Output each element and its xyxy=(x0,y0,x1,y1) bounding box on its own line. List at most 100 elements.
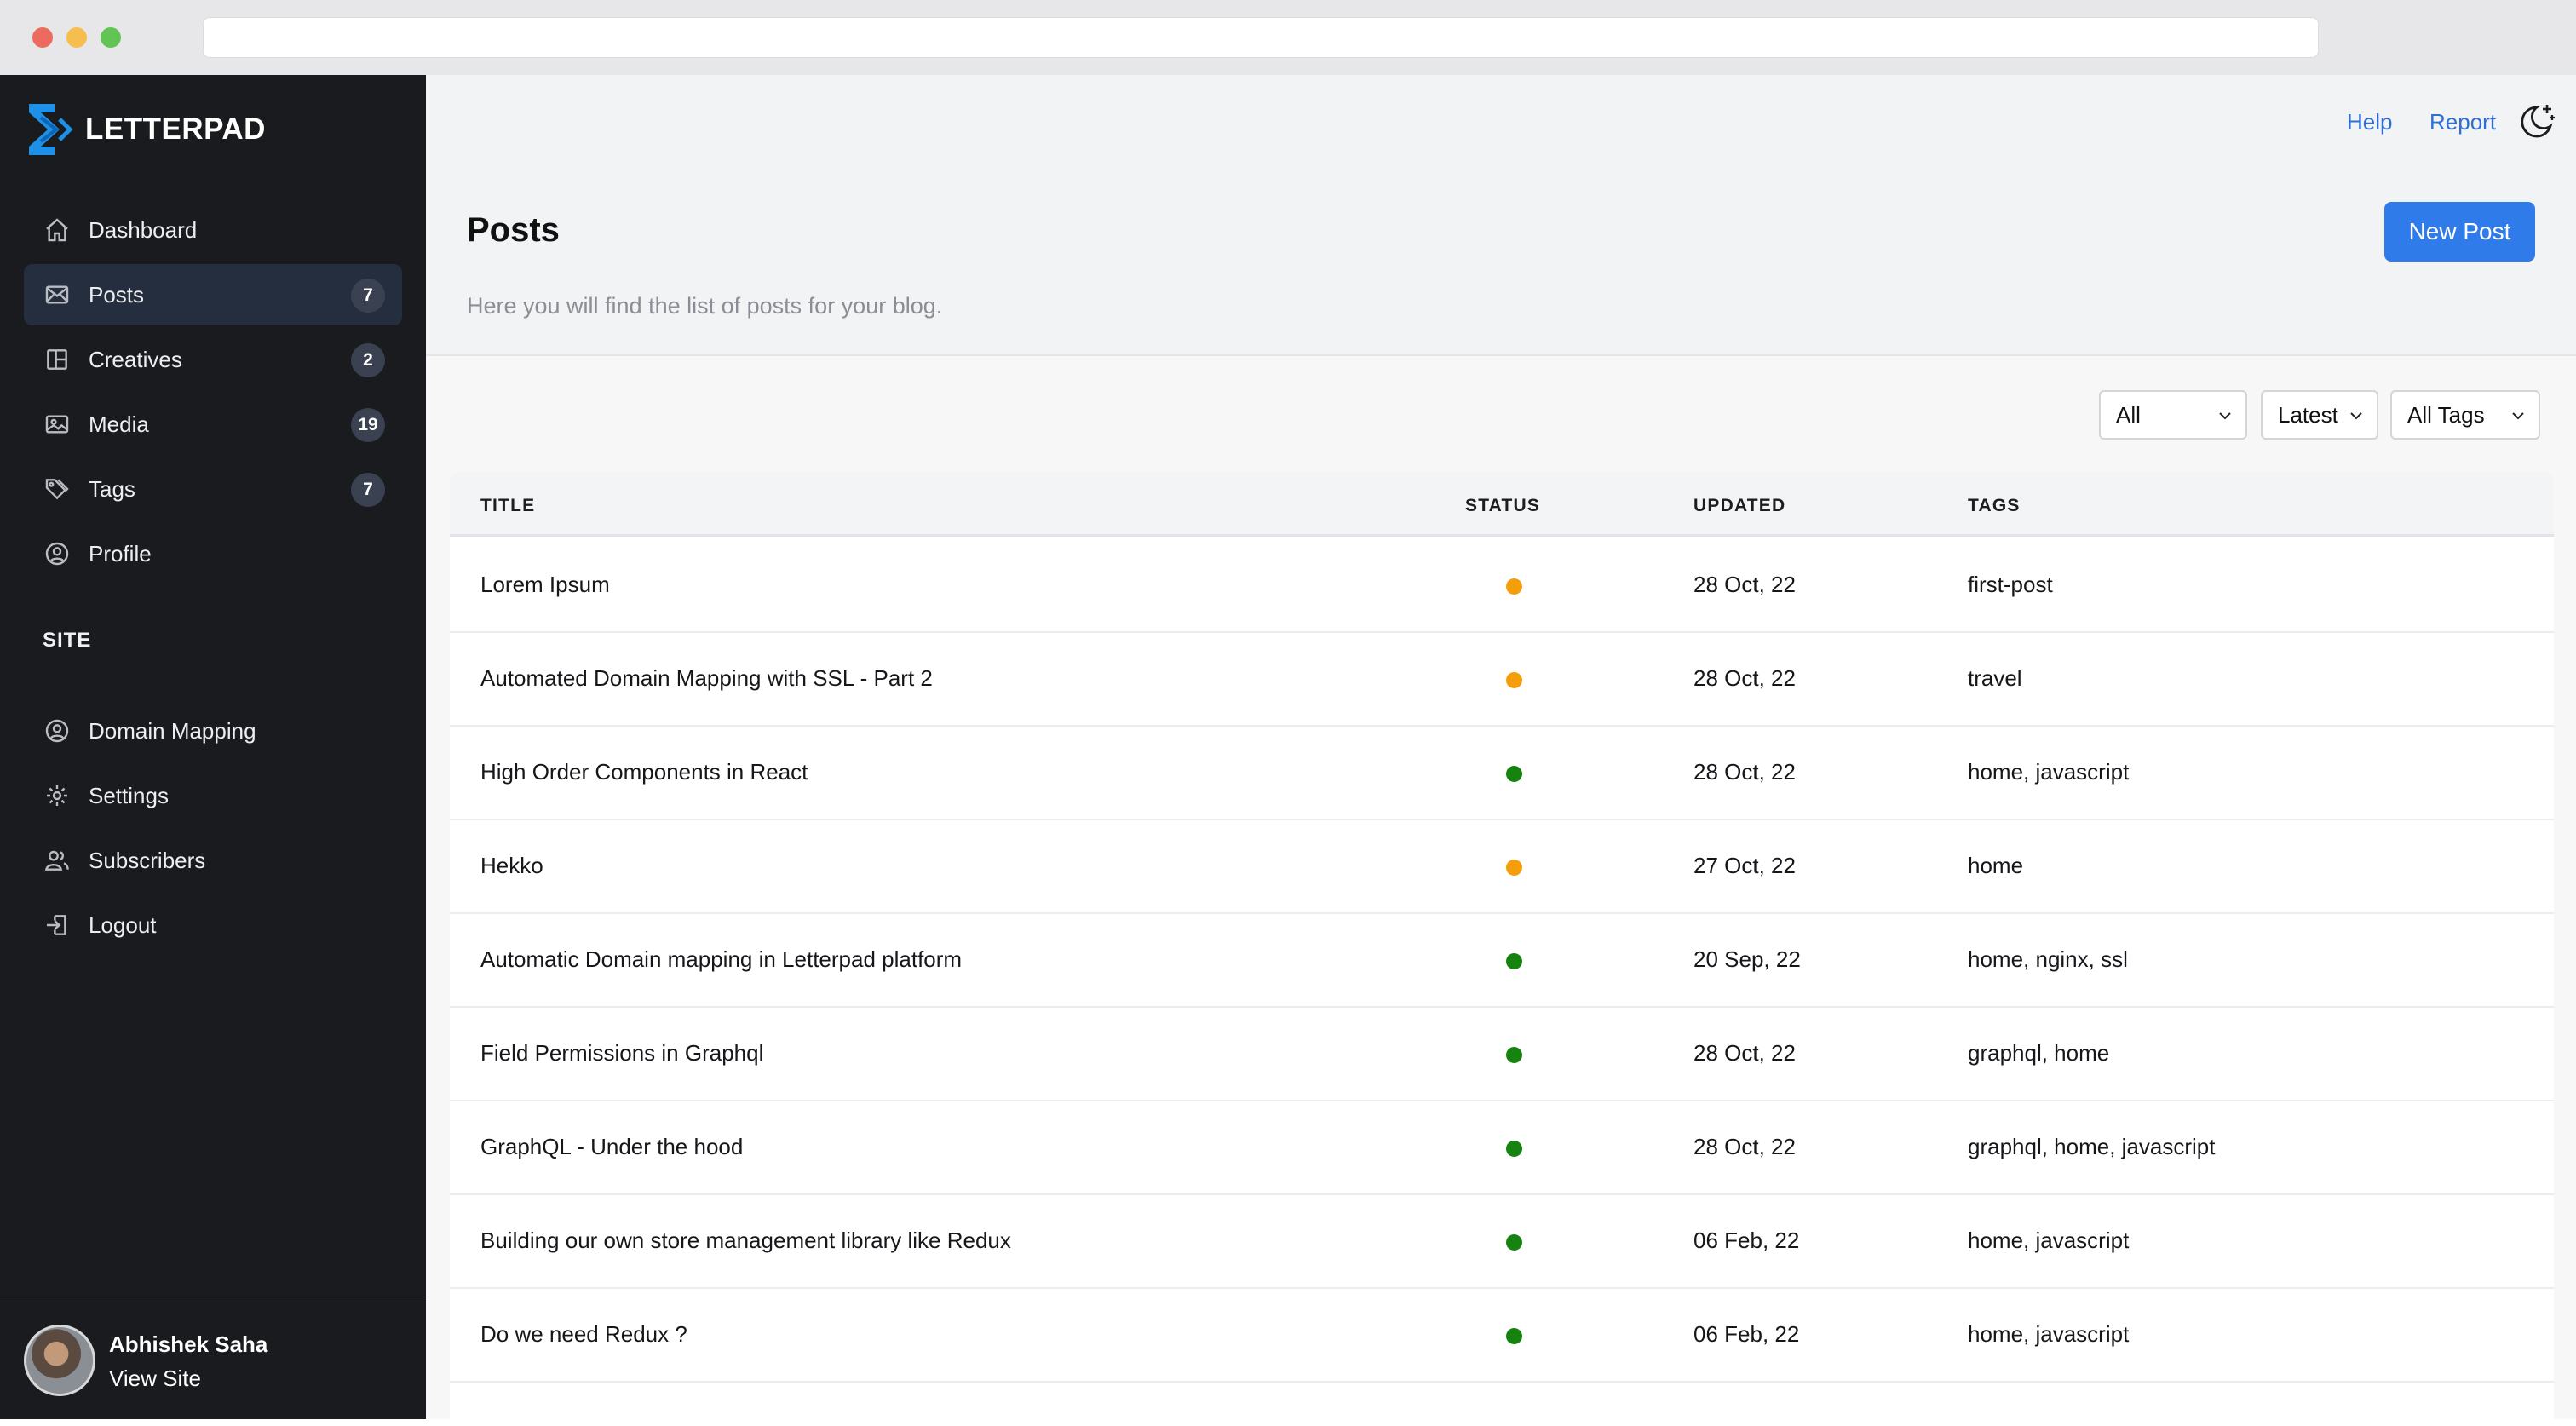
post-title[interactable]: High Order Components in React xyxy=(480,759,808,785)
logout-icon xyxy=(43,911,72,940)
report-link[interactable]: Report xyxy=(2429,109,2497,135)
post-title[interactable]: Hekko xyxy=(480,853,543,878)
status-draft-indicator xyxy=(1506,860,1522,876)
post-title[interactable]: Field Permissions in Graphql xyxy=(480,1040,764,1066)
post-title[interactable]: GraphQL - Under the hood xyxy=(480,1134,744,1159)
column-header-status[interactable]: STATUS xyxy=(1465,496,1541,515)
browser-chrome xyxy=(0,0,2576,75)
status-published-indicator xyxy=(1506,1141,1522,1157)
column-header-updated[interactable]: UPDATED xyxy=(1693,496,1786,515)
window-maximize-button[interactable] xyxy=(101,27,121,48)
mail-icon xyxy=(43,280,72,309)
chevron-down-icon xyxy=(2219,412,2231,420)
column-header-title[interactable]: TITLE xyxy=(480,496,536,515)
sidebar-item-dashboard[interactable]: Dashboard xyxy=(24,199,402,261)
page-title: Posts xyxy=(467,211,560,249)
sidebar-item-logout[interactable]: Logout xyxy=(24,894,402,956)
tags-filter-select[interactable]: All Tags xyxy=(2390,390,2540,440)
post-tags: home, nginx, ssl xyxy=(1968,946,2128,972)
letterpad-logo-icon xyxy=(29,104,73,155)
window-minimize-button[interactable] xyxy=(66,27,87,48)
sidebar: LETTERPAD Dashboard Posts 7 Creatives 2 … xyxy=(0,75,426,1419)
sidebar-item-domain-mapping[interactable]: Domain Mapping xyxy=(24,700,402,762)
sidebar-item-posts[interactable]: Posts 7 xyxy=(24,264,402,325)
help-link[interactable]: Help xyxy=(2347,109,2393,135)
status-filter-select[interactable]: All xyxy=(2099,390,2247,440)
site-nav: Domain Mapping Settings Subscribers Logo… xyxy=(24,700,402,959)
table-row[interactable]: Lorem Ipsum 28 Oct, 22 first-post xyxy=(450,539,2554,633)
user-circle-icon xyxy=(43,539,72,568)
post-title[interactable]: Building our own store management librar… xyxy=(480,1228,1011,1253)
post-updated-date: 28 Oct, 22 xyxy=(1693,1040,1796,1066)
post-updated-date: 28 Oct, 22 xyxy=(1693,759,1796,785)
sidebar-item-label: Posts xyxy=(89,281,145,308)
sidebar-item-tags[interactable]: Tags 7 xyxy=(24,458,402,520)
count-badge: 7 xyxy=(351,473,385,507)
table-header: TITLE STATUS UPDATED TAGS xyxy=(450,472,2554,537)
post-tags: home, javascript xyxy=(1968,1228,2130,1253)
avatar[interactable] xyxy=(24,1325,95,1396)
post-title[interactable]: Lorem Ipsum xyxy=(480,572,610,597)
post-updated-date: 06 Feb, 22 xyxy=(1693,1321,1800,1347)
sidebar-item-profile[interactable]: Profile xyxy=(24,523,402,584)
table-row[interactable]: GraphQL - Under the hood 28 Oct, 22 graphq… xyxy=(450,1101,2554,1195)
post-updated-date: 06 Feb, 22 xyxy=(1693,1228,1800,1253)
moon-stars-icon[interactable] xyxy=(2515,101,2557,143)
sidebar-item-label: Tags xyxy=(89,475,135,502)
address-bar[interactable] xyxy=(203,17,2319,58)
main-nav: Dashboard Posts 7 Creatives 2 Media 19 T… xyxy=(24,199,402,588)
table-row[interactable]: Field Permissions in Graphql 28 Oct, 22 gr… xyxy=(450,1008,2554,1101)
post-title[interactable]: Automated Domain Mapping with SSL - Part… xyxy=(480,665,933,691)
count-badge: 2 xyxy=(351,343,385,377)
users-icon xyxy=(43,846,72,875)
sidebar-item-label: Media xyxy=(89,411,149,437)
post-tags: home xyxy=(1968,853,2024,878)
gear-icon xyxy=(43,781,72,810)
sidebar-item-subscribers[interactable]: Subscribers xyxy=(24,830,402,891)
page-header: Help Report Posts Here you will find the… xyxy=(426,75,2576,356)
table-row[interactable]: Do we need Redux ? 06 Feb, 22 home, javasc… xyxy=(450,1289,2554,1383)
sidebar-item-label: Creatives xyxy=(89,346,182,372)
sidebar-item-label: Logout xyxy=(89,911,157,938)
post-tags: graphql, home xyxy=(1968,1040,2110,1066)
post-tags: home, javascript xyxy=(1968,759,2130,785)
post-title[interactable]: Automatic Domain mapping in Letterpad pl… xyxy=(480,946,963,972)
table-row[interactable]: Hekko 27 Oct, 22 home xyxy=(450,820,2554,914)
page-subtitle: Here you will find the list of posts for… xyxy=(467,293,943,319)
post-updated-date: 28 Oct, 22 xyxy=(1693,665,1796,691)
status-filter-value: All xyxy=(2116,401,2141,428)
logo-text: LETTERPAD xyxy=(85,112,266,146)
post-updated-date: 28 Oct, 22 xyxy=(1693,1134,1796,1159)
status-published-indicator xyxy=(1506,1328,1522,1344)
table-row[interactable]: High Order Components in React 28 Oct, 22… xyxy=(450,727,2554,820)
new-post-button[interactable]: New Post xyxy=(2384,202,2535,262)
chevron-down-icon xyxy=(2512,412,2524,420)
post-tags: travel xyxy=(1968,665,2022,691)
sidebar-item-label: Subscribers xyxy=(89,847,206,873)
sidebar-item-label: Profile xyxy=(89,540,152,566)
site-section-label: SITE xyxy=(43,629,92,652)
sidebar-item-label: Domain Mapping xyxy=(89,717,256,744)
app-logo[interactable]: LETTERPAD xyxy=(26,102,266,157)
layout-icon xyxy=(43,345,72,374)
sort-select[interactable]: Latest xyxy=(2261,390,2378,440)
sidebar-item-label: Settings xyxy=(89,782,169,808)
posts-table: TITLE STATUS UPDATED TAGS Lorem Ipsum 28 … xyxy=(450,472,2554,1426)
window-close-button[interactable] xyxy=(32,27,53,48)
home-icon xyxy=(43,216,72,244)
chevron-down-icon xyxy=(2350,412,2362,420)
status-published-indicator xyxy=(1506,953,1522,969)
sidebar-item-settings[interactable]: Settings xyxy=(24,765,402,826)
sidebar-item-label: Dashboard xyxy=(89,216,198,243)
tags-filter-value: All Tags xyxy=(2407,401,2485,428)
post-title[interactable]: Do we need Redux ? xyxy=(480,1321,687,1347)
view-site-link[interactable]: View Site xyxy=(109,1366,201,1391)
post-updated-date: 27 Oct, 22 xyxy=(1693,853,1796,878)
table-row[interactable]: Building our own store management librar… xyxy=(450,1195,2554,1289)
sidebar-item-creatives[interactable]: Creatives 2 xyxy=(24,329,402,390)
sidebar-item-media[interactable]: Media 19 xyxy=(24,394,402,455)
table-row[interactable]: Automatic Domain mapping in Letterpad pl… xyxy=(450,914,2554,1008)
table-row[interactable]: Automated Domain Mapping with SSL - Part… xyxy=(450,633,2554,727)
column-header-tags[interactable]: TAGS xyxy=(1968,496,2021,515)
status-draft-indicator xyxy=(1506,578,1522,595)
